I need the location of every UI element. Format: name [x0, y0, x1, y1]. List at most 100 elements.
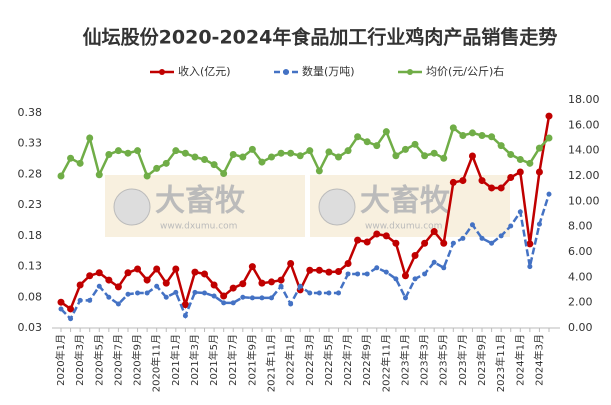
legend-label: 收入(亿元) — [178, 64, 231, 78]
point — [497, 142, 505, 150]
point — [449, 178, 457, 186]
point — [545, 112, 553, 120]
point — [239, 153, 247, 161]
point — [191, 268, 199, 276]
point — [468, 129, 476, 137]
watermark-logo — [318, 188, 356, 226]
point — [449, 124, 457, 132]
y2-tick-label: 12.00 — [568, 169, 600, 182]
point — [288, 301, 294, 307]
point — [268, 278, 276, 286]
point — [421, 152, 429, 160]
y-tick-label: 0.28 — [18, 167, 43, 180]
point — [162, 159, 170, 167]
y2-tick-label: 6.00 — [568, 245, 593, 258]
point — [191, 153, 199, 161]
point — [268, 153, 276, 161]
x-tick-label: 2022年3月 — [303, 334, 316, 386]
y-tick-label: 0.23 — [18, 198, 43, 211]
point — [392, 239, 400, 247]
point — [507, 150, 515, 158]
point — [229, 150, 237, 158]
x-tick-label: 2020年11月 — [150, 334, 163, 392]
point — [335, 290, 341, 296]
point — [441, 265, 447, 271]
point — [469, 222, 475, 228]
x-tick-label: 2022年7月 — [341, 334, 354, 386]
y-tick-label: 0.13 — [18, 260, 43, 273]
point — [488, 184, 496, 192]
point — [345, 271, 351, 277]
point — [124, 269, 132, 277]
point — [192, 289, 198, 295]
point — [287, 149, 295, 157]
point — [153, 265, 161, 273]
x-tick-label: 2021年11月 — [265, 334, 278, 392]
point — [497, 184, 505, 192]
point — [430, 149, 438, 157]
x-tick-label: 2020年9月 — [131, 334, 144, 386]
point — [507, 174, 515, 181]
point — [382, 128, 390, 136]
chart-title: 仙坛股份2020-2024年食品加工行业鸡肉产品销售走势 — [83, 26, 558, 49]
x-tick-label: 2021年9月 — [245, 334, 258, 386]
point — [210, 161, 218, 169]
point — [363, 138, 371, 146]
point — [393, 276, 399, 282]
point — [412, 276, 418, 282]
y2-tick-label: 18.00 — [568, 93, 600, 106]
point — [181, 149, 189, 157]
point — [220, 292, 228, 300]
point — [430, 228, 438, 236]
point — [105, 150, 113, 158]
point — [143, 276, 151, 284]
point — [144, 290, 150, 296]
point — [382, 232, 390, 240]
point — [154, 283, 160, 289]
x-tick-label: 2023年9月 — [475, 334, 488, 386]
x-tick-label: 2022年1月 — [284, 334, 297, 386]
point — [95, 171, 103, 179]
point — [440, 154, 448, 162]
point — [172, 265, 180, 273]
point — [316, 290, 322, 296]
point — [478, 177, 486, 185]
point — [259, 295, 265, 301]
point — [220, 169, 228, 177]
x-tick-label: 2022年9月 — [360, 334, 373, 386]
y-tick-label: 0.33 — [18, 137, 43, 150]
point — [297, 283, 303, 289]
point — [535, 144, 543, 152]
point — [383, 269, 389, 275]
point — [431, 259, 437, 265]
point — [459, 131, 467, 139]
point — [325, 148, 333, 156]
x-tick-label: 2021年7月 — [226, 334, 239, 386]
watermark-url: www.dxumu.com — [160, 222, 237, 232]
point — [221, 300, 227, 306]
x-tick-label: 2021年1月 — [169, 334, 182, 386]
y-tick-label: 0.08 — [18, 290, 43, 303]
point — [87, 297, 93, 303]
point — [249, 295, 255, 301]
point — [125, 291, 131, 297]
point — [105, 276, 113, 284]
x-tick-label: 2020年3月 — [73, 334, 86, 386]
point — [153, 164, 161, 172]
point — [326, 290, 332, 296]
y2-tick-label: 10.00 — [568, 194, 600, 207]
x-tick-label: 2023年7月 — [456, 334, 469, 386]
point — [173, 289, 179, 295]
point — [460, 235, 466, 241]
legend-label: 数量(万吨) — [302, 65, 355, 78]
point — [67, 154, 75, 162]
watermark-text: 大畜牧 — [155, 184, 246, 219]
point — [258, 158, 266, 166]
point — [373, 230, 381, 238]
point — [364, 271, 370, 277]
point — [373, 142, 381, 150]
point — [344, 260, 352, 267]
point — [278, 283, 284, 289]
point — [76, 281, 84, 289]
point — [401, 145, 409, 153]
